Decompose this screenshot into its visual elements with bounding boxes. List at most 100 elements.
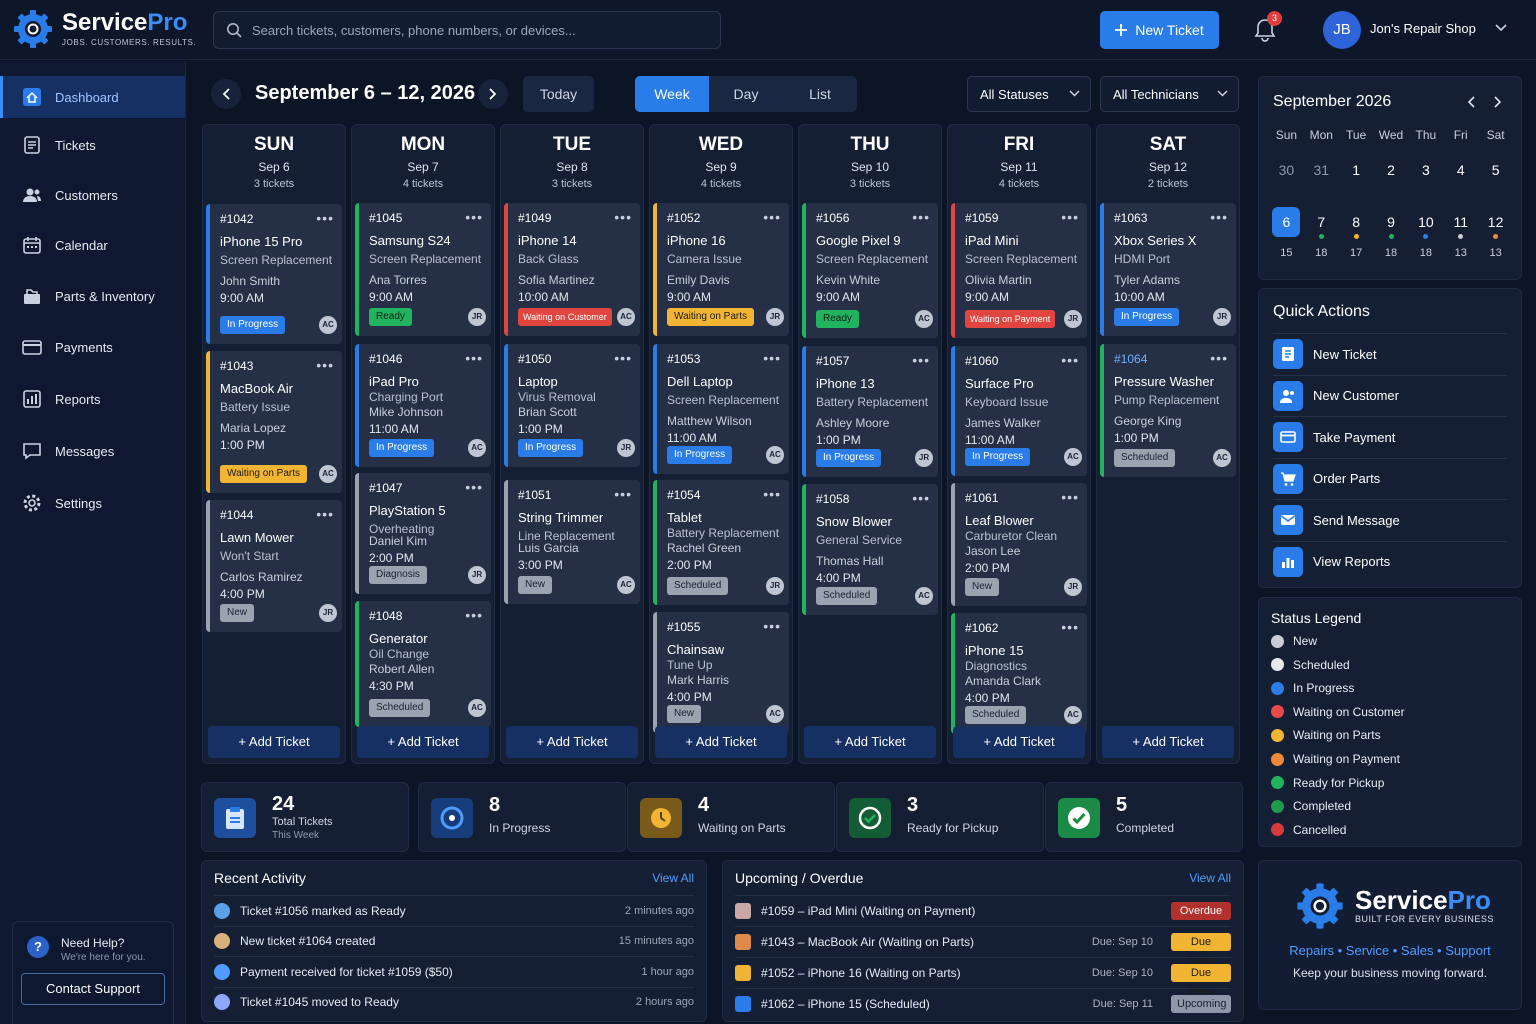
calendar-day[interactable]: 5 <box>1491 162 1500 178</box>
sidebar-item-messages[interactable]: Messages <box>0 430 185 472</box>
ticket-card[interactable]: #1044 ••• Lawn Mower Won't Start Carlos Rami… <box>206 500 342 632</box>
more-options-icon[interactable]: ••• <box>763 209 781 225</box>
more-options-icon[interactable]: ••• <box>465 479 483 495</box>
ticket-card[interactable]: #1054 ••• Tablet Battery Replacement Rachel … <box>653 480 789 605</box>
more-options-icon[interactable]: ••• <box>614 209 632 225</box>
prev-week-button[interactable] <box>211 79 241 109</box>
ticket-card[interactable]: #1043 ••• MacBook Air Battery Issue Maria Lo… <box>206 351 342 493</box>
calendar-day[interactable]: 2 <box>1387 162 1395 178</box>
sidebar-item-settings[interactable]: Settings <box>0 482 185 524</box>
calendar-day[interactable]: 31 <box>1313 162 1330 178</box>
shop-name[interactable]: Jon's Repair Shop <box>1370 21 1476 36</box>
more-options-icon[interactable]: ••• <box>763 350 781 366</box>
ticket-card[interactable]: #1050 ••• Laptop Virus Removal Brian Scott 1:… <box>504 344 640 467</box>
next-week-button[interactable] <box>478 79 508 109</box>
more-options-icon[interactable]: ••• <box>465 209 483 225</box>
sidebar-item-payments[interactable]: Payments <box>0 326 185 368</box>
more-options-icon[interactable]: ••• <box>1061 209 1079 225</box>
more-options-icon[interactable]: ••• <box>912 209 930 225</box>
stat-ready-for-pickup[interactable]: 3 Ready for Pickup <box>836 782 1044 852</box>
search-bar[interactable] <box>213 11 721 49</box>
more-options-icon[interactable]: ••• <box>614 350 632 366</box>
more-options-icon[interactable]: ••• <box>316 210 334 226</box>
calendar-day[interactable]: 30 <box>1278 162 1295 178</box>
ticket-card[interactable]: #1049 ••• iPhone 14 Back Glass Sofia Martine… <box>504 203 640 336</box>
add-ticket-button[interactable]: + Add Ticket <box>208 726 340 758</box>
ticket-card[interactable]: #1052 ••• iPhone 16 Camera Issue Emily Davis… <box>653 203 789 336</box>
calendar-day[interactable]: 1 <box>1352 162 1361 178</box>
calendar-day[interactable]: 4 <box>1456 162 1465 178</box>
calendar-day[interactable]: 3 <box>1421 162 1430 178</box>
calendar-day[interactable]: 10 <box>1408 207 1443 239</box>
sidebar-item-tickets[interactable]: Tickets <box>0 124 185 166</box>
app-logo[interactable]: ServicePro JOBS. CUSTOMERS. RESULTS. <box>12 8 196 50</box>
more-options-icon[interactable]: ••• <box>316 506 334 522</box>
contact-support-button[interactable]: Contact Support <box>21 973 165 1005</box>
sidebar-item-calendar[interactable]: Calendar <box>0 224 185 266</box>
upcoming-item[interactable]: #1052 – iPhone 16 (Waiting on Parts) Due:… <box>735 957 1231 997</box>
status-filter-dropdown[interactable]: All Statuses <box>967 76 1091 112</box>
sidebar-item-customers[interactable]: Customers <box>0 174 185 216</box>
activity-item[interactable]: Payment received for ticket #1059 ($50) 1… <box>214 956 694 986</box>
user-avatar[interactable]: JB <box>1323 11 1361 49</box>
more-options-icon[interactable]: ••• <box>465 350 483 366</box>
ticket-card[interactable]: #1045 ••• Samsung S24 Screen Replacement Ana… <box>355 203 491 336</box>
ticket-card[interactable]: #1055 ••• Chainsaw Tune Up Mark Harris 4:00 P… <box>653 612 789 733</box>
add-ticket-button[interactable]: + Add Ticket <box>357 726 489 758</box>
sidebar-item-dashboard[interactable]: Dashboard <box>0 76 185 118</box>
view-week-tab[interactable]: Week <box>635 76 709 112</box>
add-ticket-button[interactable]: + Add Ticket <box>1102 726 1234 758</box>
ticket-card[interactable]: #1046 ••• iPad Pro Charging Port Mike Johnso… <box>355 344 491 467</box>
quick-action-order-parts[interactable]: Order Parts <box>1273 457 1507 499</box>
sidebar-item-parts-inventory[interactable]: Parts & Inventory <box>0 275 185 317</box>
ticket-card[interactable]: #1057 ••• iPhone 13 Battery Replacement Ashl… <box>802 346 938 477</box>
upcoming-item[interactable]: #1059 – iPad Mini (Waiting on Payment) Ov… <box>735 895 1231 925</box>
recent-view-all-link[interactable]: View All <box>652 871 694 885</box>
search-input[interactable] <box>252 22 692 38</box>
quick-action-send-message[interactable]: Send Message <box>1273 499 1507 540</box>
view-day-tab[interactable]: Day <box>733 86 759 102</box>
quick-action-view-reports[interactable]: View Reports <box>1273 540 1507 582</box>
activity-item[interactable]: Ticket #1045 moved to Ready 2 hours ago <box>214 986 694 1017</box>
ticket-card[interactable]: #1042 ••• iPhone 15 Pro Screen Replacement J… <box>206 204 342 344</box>
today-button[interactable]: Today <box>523 76 594 112</box>
ticket-card[interactable]: #1058 ••• Snow Blower General Service Thomas… <box>802 484 938 615</box>
more-options-icon[interactable]: ••• <box>1210 209 1228 225</box>
more-options-icon[interactable]: ••• <box>763 486 781 502</box>
upcoming-item[interactable]: #1043 – MacBook Air (Waiting on Parts) Du… <box>735 926 1231 966</box>
add-ticket-button[interactable]: + Add Ticket <box>804 726 936 758</box>
more-options-icon[interactable]: ••• <box>1061 489 1079 505</box>
more-options-icon[interactable]: ••• <box>912 352 930 368</box>
ticket-card[interactable]: #1060 ••• Surface Pro Keyboard Issue James W… <box>951 346 1087 476</box>
sidebar-item-reports[interactable]: Reports <box>0 378 185 420</box>
stat-in-progress[interactable]: 8 In Progress <box>418 782 626 852</box>
more-options-icon[interactable]: ••• <box>1061 352 1079 368</box>
more-options-icon[interactable]: ••• <box>763 618 781 634</box>
chevron-down-icon[interactable] <box>1495 24 1507 32</box>
more-options-icon[interactable]: ••• <box>1061 619 1079 635</box>
ticket-card[interactable]: #1063 ••• Xbox Series X HDMI Port Tyler Adam… <box>1100 203 1236 336</box>
technician-filter-dropdown[interactable]: All Technicians <box>1100 76 1239 112</box>
ticket-card[interactable]: #1053 ••• Dell Laptop Screen Replacement Mat… <box>653 344 789 474</box>
chevron-left-icon[interactable] <box>1467 96 1475 108</box>
stat-total-tickets[interactable]: 24 Total Tickets This Week <box>201 782 409 852</box>
stat-waiting-on-parts[interactable]: 4 Waiting on Parts <box>627 782 835 852</box>
quick-action-new-ticket[interactable]: New Ticket <box>1273 333 1507 374</box>
upcoming-view-all-link[interactable]: View All <box>1189 871 1231 885</box>
more-options-icon[interactable]: ••• <box>614 486 632 502</box>
chevron-right-icon[interactable] <box>1494 96 1502 108</box>
ticket-card[interactable]: #1056 ••• Google Pixel 9 Screen Replacement… <box>802 203 938 338</box>
more-options-icon[interactable]: ••• <box>1210 350 1228 366</box>
activity-item[interactable]: Ticket #1056 marked as Ready 2 minutes ag… <box>214 895 694 925</box>
ticket-card[interactable]: #1048 ••• Generator Oil Change Robert Allen 4… <box>355 601 491 727</box>
ticket-card[interactable]: #1064 ••• Pressure Washer Pump Replacement G… <box>1100 344 1236 477</box>
add-ticket-button[interactable]: + Add Ticket <box>506 726 638 758</box>
add-ticket-button[interactable]: + Add Ticket <box>953 726 1085 758</box>
calendar-day[interactable]: 8 <box>1339 207 1374 239</box>
ticket-card[interactable]: #1051 ••• String Trimmer Line Replacement Lu… <box>504 480 640 604</box>
new-ticket-button[interactable]: New Ticket <box>1100 11 1219 49</box>
activity-item[interactable]: New ticket #1064 created 15 minutes ago <box>214 925 694 956</box>
add-ticket-button[interactable]: + Add Ticket <box>655 726 787 758</box>
ticket-card[interactable]: #1062 ••• iPhone 15 Diagnostics Amanda Clark… <box>951 613 1087 734</box>
quick-action-take-payment[interactable]: Take Payment <box>1273 416 1507 457</box>
